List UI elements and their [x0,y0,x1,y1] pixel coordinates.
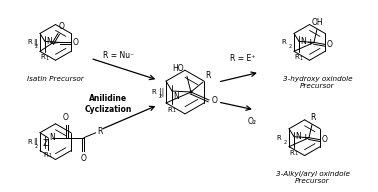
Text: N: N [173,92,179,101]
Text: O₂: O₂ [248,117,257,126]
Text: R: R [290,150,294,156]
Text: 2: 2 [289,44,292,49]
Text: R: R [205,71,210,80]
Text: R: R [43,152,48,158]
Text: R: R [98,127,103,136]
Text: O: O [63,113,69,122]
Text: ||: || [33,39,38,46]
Text: N: N [295,132,301,141]
Text: R = E⁺: R = E⁺ [230,54,256,63]
Text: +: + [306,38,313,47]
Text: Isatin Precursor: Isatin Precursor [27,76,84,82]
Text: 1: 1 [294,151,297,156]
Text: R: R [294,54,299,60]
Text: R: R [277,135,281,141]
Text: 3-Alkyl/aryl oxindole
Precursor: 3-Alkyl/aryl oxindole Precursor [276,171,350,185]
Text: 1: 1 [172,108,176,113]
Text: Anilidine
Cyclization: Anilidine Cyclization [85,94,132,114]
Text: R: R [28,39,32,45]
Text: R: R [310,113,316,122]
Text: R: R [152,89,156,95]
Text: O: O [322,135,328,144]
Text: O: O [212,96,218,105]
Text: HO: HO [172,64,184,73]
Text: N: N [49,133,55,142]
Text: R: R [28,139,32,145]
Text: O: O [81,154,87,163]
Text: 3-hydroxy oxindole
Precursor: 3-hydroxy oxindole Precursor [283,76,352,89]
Text: O: O [59,22,65,31]
Text: 2: 2 [159,94,162,99]
Text: O: O [73,38,79,47]
Text: O: O [327,40,333,49]
Text: R: R [40,54,45,60]
Text: R: R [282,39,286,45]
Text: Z: Z [43,139,48,148]
Text: N: N [300,37,306,46]
Text: 2: 2 [284,140,287,145]
Text: R = Nu⁻: R = Nu⁻ [103,51,134,60]
Text: +: + [301,133,308,142]
Text: R: R [167,107,172,113]
Text: 2: 2 [35,44,38,49]
Text: N: N [46,37,52,46]
Text: 2: 2 [35,144,38,149]
Text: 1: 1 [48,153,51,158]
Text: 1: 1 [45,56,48,61]
Text: 1: 1 [299,56,303,61]
Text: OH: OH [311,17,323,26]
Text: ||: || [33,138,38,145]
Text: *: * [189,89,193,98]
Text: ||: || [159,88,164,97]
